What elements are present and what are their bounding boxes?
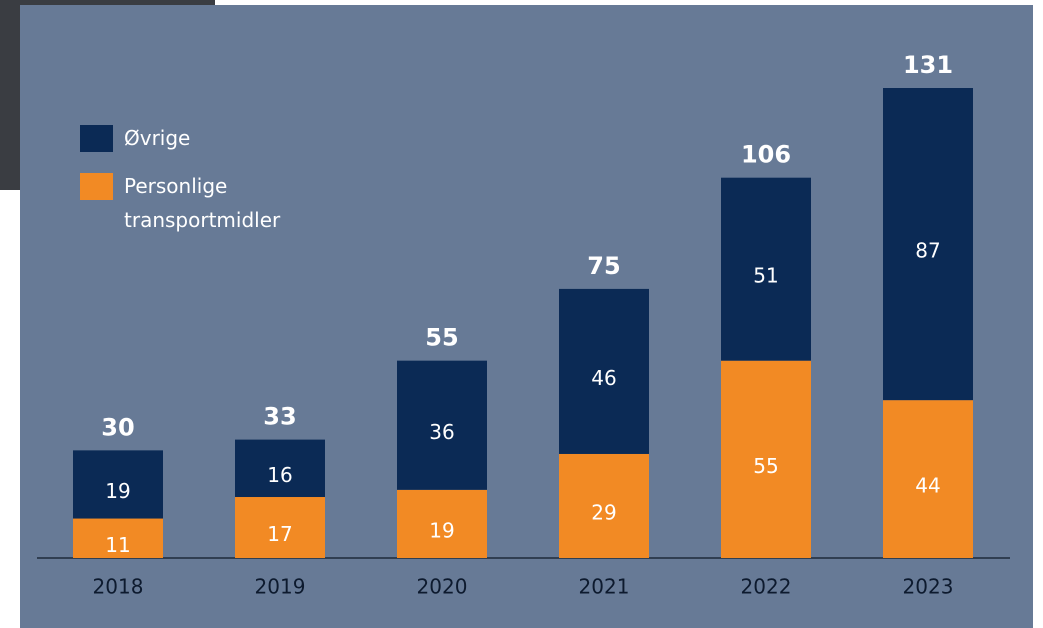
chart: 2018 11 19 30 2019 17 16 33 2020 19 36 55 2021 29 46 75… [0, 0, 1043, 628]
total-label: 75 [587, 252, 620, 280]
chart-background [20, 5, 1033, 628]
page: 2018 11 19 30 2019 17 16 33 2020 19 36 55 2021 29 46 75… [0, 0, 1043, 628]
legend-label: Personlige transportmidler [124, 169, 324, 237]
data-label: 19 [429, 518, 454, 542]
data-label: 87 [915, 239, 940, 263]
data-label: 51 [753, 264, 778, 288]
x-tick-label: 2020 [417, 575, 468, 599]
legend-label: Øvrige [124, 121, 324, 155]
data-label: 29 [591, 500, 616, 524]
data-label: 55 [753, 454, 778, 478]
data-label: 44 [915, 474, 940, 498]
total-label: 106 [741, 141, 791, 169]
total-label: 131 [903, 51, 953, 79]
data-label: 17 [267, 522, 292, 546]
total-label: 33 [263, 403, 296, 431]
data-label: 16 [267, 463, 292, 487]
x-tick-label: 2023 [903, 575, 954, 599]
total-label: 30 [101, 413, 134, 441]
data-label: 36 [429, 420, 454, 444]
x-tick-label: 2021 [579, 575, 630, 599]
x-tick-label: 2018 [93, 575, 144, 599]
x-tick-label: 2019 [255, 575, 306, 599]
legend-swatch [80, 125, 113, 152]
total-label: 55 [425, 324, 458, 352]
x-tick-label: 2022 [741, 575, 792, 599]
data-label: 46 [591, 366, 616, 390]
data-label: 19 [105, 479, 130, 503]
data-label: 11 [105, 533, 130, 557]
legend-swatch [80, 173, 113, 200]
